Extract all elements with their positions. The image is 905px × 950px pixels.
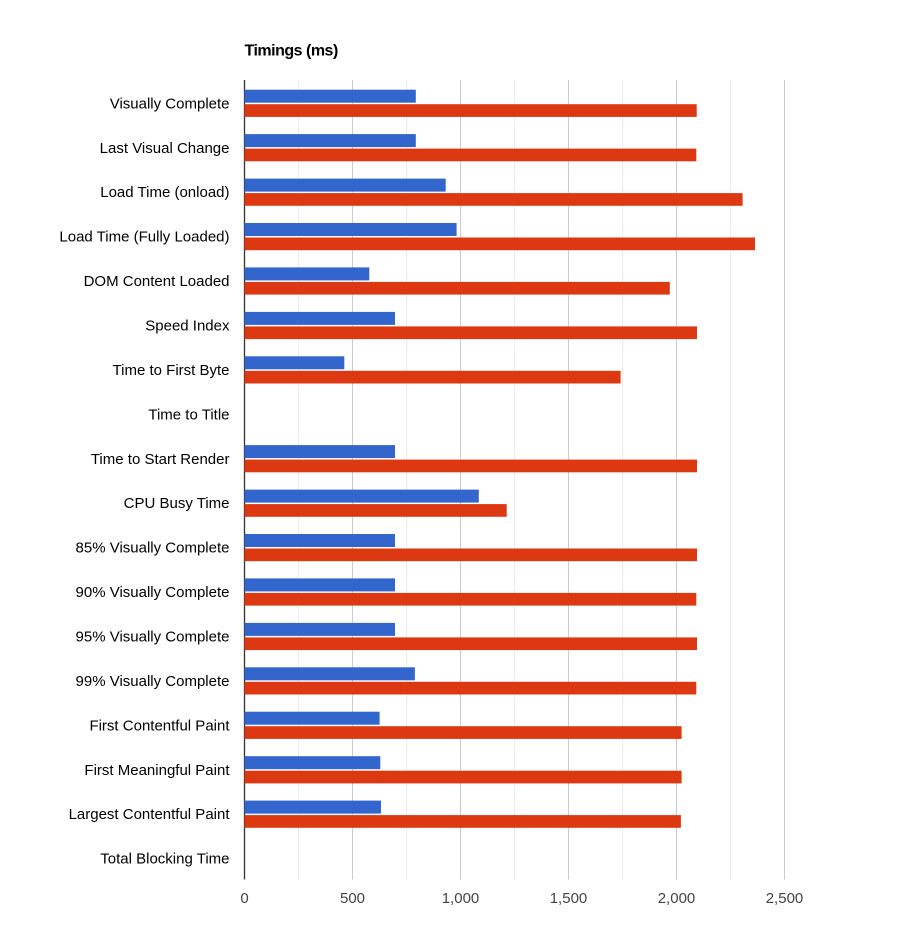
svg-text:Visually Complete: Visually Complete — [110, 95, 230, 112]
svg-text:95% Visually Complete: 95% Visually Complete — [76, 629, 230, 646]
svg-text:Last Visual Change: Last Visual Change — [100, 140, 230, 157]
svg-text:500: 500 — [340, 890, 365, 907]
svg-text:99% Visually Complete: 99% Visually Complete — [76, 673, 230, 690]
svg-text:First Meaningful Paint: First Meaningful Paint — [84, 762, 230, 779]
svg-text:Largest Contentful Paint: Largest Contentful Paint — [69, 806, 231, 823]
svg-text:0: 0 — [240, 890, 248, 907]
svg-text:Load Time (Fully Loaded): Load Time (Fully Loaded) — [59, 229, 229, 246]
svg-text:85% Visually Complete: 85% Visually Complete — [76, 540, 230, 557]
svg-text:2,000: 2,000 — [658, 890, 696, 907]
svg-text:Time to First Byte: Time to First Byte — [113, 362, 230, 379]
svg-text:First Contentful Paint: First Contentful Paint — [89, 717, 230, 734]
svg-text:1,500: 1,500 — [550, 890, 588, 907]
svg-text:90% Visually Complete: 90% Visually Complete — [76, 584, 230, 601]
svg-text:2,500: 2,500 — [766, 890, 804, 907]
svg-text:1,000: 1,000 — [442, 890, 480, 907]
svg-text:Load Time (onload): Load Time (onload) — [100, 184, 229, 201]
svg-text:Time to Title: Time to Title — [148, 406, 229, 423]
svg-text:Speed Index: Speed Index — [145, 318, 230, 335]
svg-text:DOM Content Loaded: DOM Content Loaded — [84, 273, 230, 290]
svg-text:Timings (ms): Timings (ms) — [245, 43, 338, 60]
svg-text:CPU Busy Time: CPU Busy Time — [124, 495, 230, 512]
svg-text:Time to Start Render: Time to Start Render — [91, 451, 230, 468]
svg-text:Total Blocking Time: Total Blocking Time — [100, 851, 229, 868]
